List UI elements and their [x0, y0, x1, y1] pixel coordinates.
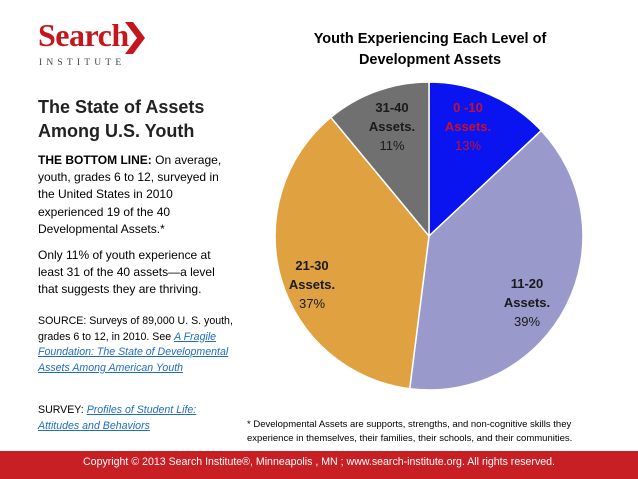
pie-chart: 0 -10 Assets. 13% 11-20 Assets. 39% 21-30 Asset…: [274, 81, 584, 391]
pie-label-range: 21-30: [295, 258, 328, 273]
search-institute-logo[interactable]: Search INSTITUTE: [38, 18, 148, 74]
survey-paragraph: SURVEY: Profiles of Student Life: Attitu…: [38, 403, 238, 434]
pie-label-assets: Assets.: [289, 277, 335, 292]
pie-label-assets: Assets.: [504, 295, 550, 310]
page-title-line1: The State of Assets: [38, 97, 205, 117]
survey-label: SURVEY:: [38, 404, 87, 416]
pie-slice-0-10: [428, 81, 543, 238]
logo-subtitle: INSTITUTE: [39, 58, 126, 68]
footnote: * Developmental Assets are supports, str…: [247, 419, 573, 444]
survey-link[interactable]: Profiles of Student Life: Attitudes and …: [38, 404, 197, 432]
pie-label-range: 11-20: [511, 276, 544, 291]
pie-label-assets: Assets.: [445, 119, 491, 134]
report-link[interactable]: A Fragile Foundation: The State of Devel…: [38, 330, 229, 374]
chart-title: Youth Experiencing Each Level of Develop…: [313, 31, 547, 68]
bottom-line-text: On average, youth, grades 6 to 12, surve…: [38, 153, 222, 236]
source-paragraph: SOURCE: Surveys of 89,000 U. S. youth, g…: [38, 314, 238, 376]
pie-labels: 0 -10 Assets. 13% 11-20 Assets. 39% 21-30 Asset…: [289, 100, 550, 329]
pie-slice-11-20: [408, 129, 584, 391]
source-text: SOURCE: Surveys of 89,000 U. S. youth, g…: [38, 315, 233, 343]
pie-slice-21-30: [274, 116, 430, 390]
pie-label-range: 31-40: [375, 100, 408, 115]
pie-label-percent: 13%: [455, 138, 481, 153]
page-title-line2: Among U.S. Youth: [38, 121, 195, 141]
copyright-text: Copyright © 2013 Search Institute®, Minn…: [83, 456, 555, 468]
thriving-paragraph: Only 11% of youth experience at least 31…: [38, 248, 215, 297]
bottom-line-paragraph: THE BOTTOM LINE: On average, youth, grad…: [38, 152, 238, 238]
pie-slice-31-40: [329, 81, 430, 239]
chevron-right-icon: [125, 22, 145, 54]
pie-label-percent: 37%: [299, 296, 325, 311]
footer-bar: Copyright © 2013 Search Institute®, Minn…: [0, 451, 638, 479]
bottom-line-label: THE BOTTOM LINE:: [38, 153, 152, 167]
page-title: The State of Assets Among U.S. Youth: [38, 95, 238, 143]
pie-label-percent: 11%: [379, 138, 404, 153]
logo-word: Search: [38, 17, 129, 53]
pie-label-percent: 39%: [514, 314, 540, 329]
pie-slices: [274, 81, 584, 391]
pie-label-assets: Assets.: [369, 119, 415, 134]
pie-label-range: 0 -10: [453, 100, 483, 115]
